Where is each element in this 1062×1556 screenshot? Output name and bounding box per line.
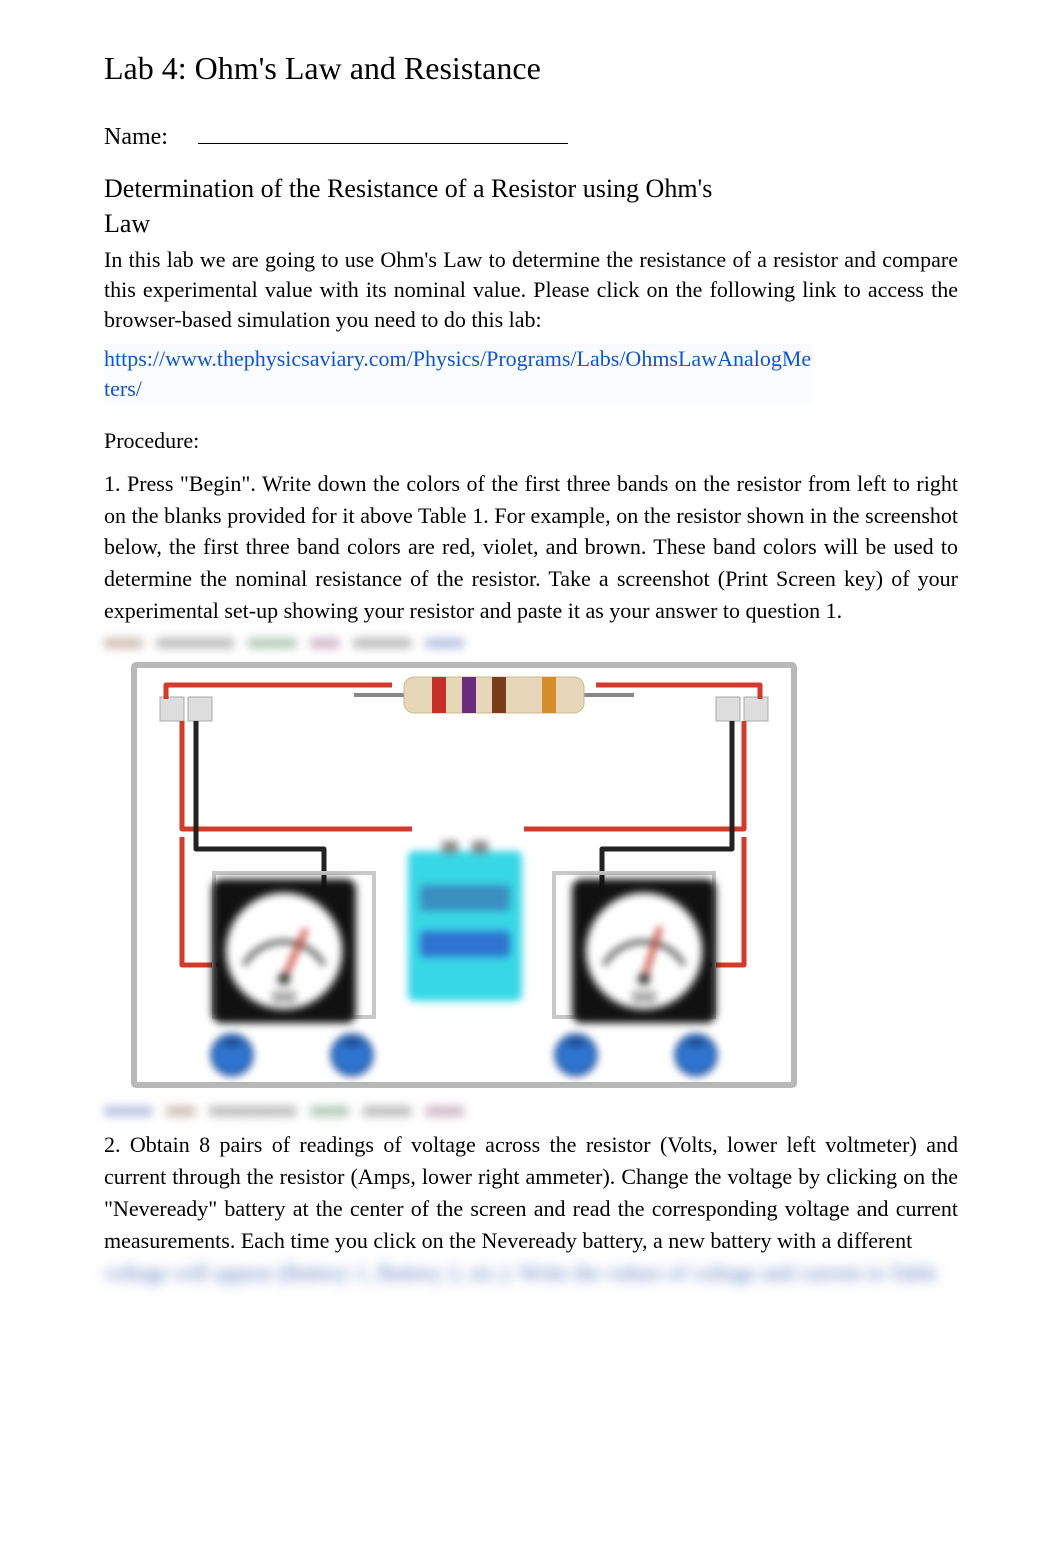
step-2: 2. Obtain 8 pairs of readings of voltage… — [104, 1129, 958, 1288]
post-tr — [744, 697, 768, 721]
band-1 — [432, 677, 446, 713]
step-2-blurred: voltage will appear (Battery 1, Battery … — [104, 1260, 938, 1285]
voltmeter — [212, 879, 356, 1023]
knob-2-mark — [344, 1041, 360, 1045]
knobs — [212, 1035, 716, 1075]
page-title: Lab 4: Ohm's Law and Resistance — [104, 48, 958, 90]
name-blank[interactable] — [198, 118, 568, 144]
battery[interactable] — [408, 841, 522, 1001]
step-1: 1. Press "Begin". Write down the colors … — [104, 468, 958, 627]
band-2 — [462, 677, 476, 713]
knob-1-mark — [224, 1041, 240, 1045]
post-tl — [160, 697, 184, 721]
intro-paragraph: In this lab we are going to use Ohm's La… — [104, 245, 958, 334]
ammeter — [572, 879, 716, 1023]
link-text-line1: https://www.thephysicsaviary.com/Physics… — [104, 346, 811, 371]
simulation-screenshot: ■■■■ ■■■■■■■■ ■■■■■ ■■■ ■■■■■■ ■■■■ — [104, 641, 824, 1111]
knob-3-mark — [568, 1041, 584, 1045]
section-subtitle: Determination of the Resistance of a Res… — [104, 171, 744, 241]
page: Lab 4: Ohm's Law and Resistance Name: De… — [0, 0, 1062, 1363]
knob-4-mark — [688, 1041, 704, 1045]
procedure-label: Procedure: — [104, 428, 958, 454]
link-wrap: https://www.thephysicsaviary.com/Physics… — [104, 344, 813, 405]
name-label: Name: — [104, 124, 168, 151]
link-text-line2: ters/ — [104, 376, 142, 401]
band-3 — [492, 677, 506, 713]
circuit-svg — [104, 641, 824, 1111]
step-2-visible: 2. Obtain 8 pairs of readings of voltage… — [104, 1132, 958, 1253]
band-4 — [542, 677, 556, 713]
post-tl2 — [188, 697, 212, 721]
name-row: Name: — [104, 118, 958, 151]
simulation-link[interactable]: https://www.thephysicsaviary.com/Physics… — [104, 344, 811, 403]
post-tr2 — [716, 697, 740, 721]
resistor — [404, 677, 584, 713]
